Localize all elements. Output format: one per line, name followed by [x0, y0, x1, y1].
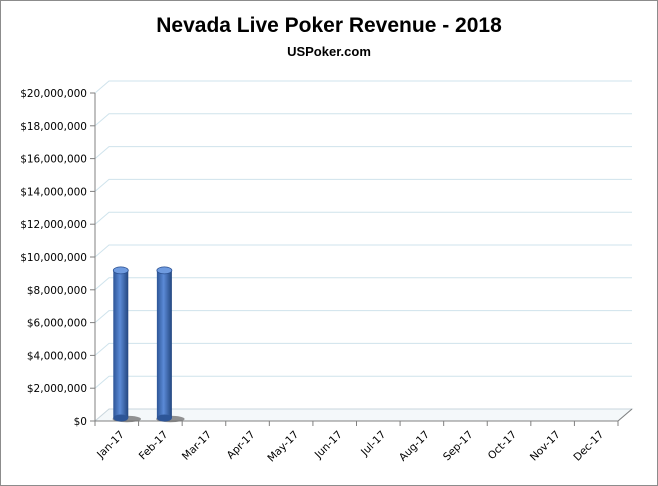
y-tick-label: $18,000,000 — [20, 121, 87, 133]
gridline — [94, 211, 632, 225]
x-tick-label: Sep-17 — [441, 429, 476, 464]
chart-subtitle: USPoker.com — [287, 44, 371, 59]
gridline — [94, 80, 632, 94]
y-tick-label: $14,000,000 — [20, 186, 87, 198]
bar-base — [156, 414, 172, 422]
axes — [90, 92, 633, 426]
gridline — [94, 146, 632, 159]
bar — [112, 266, 142, 423]
gridline — [94, 277, 632, 291]
gridline — [94, 310, 632, 323]
x-tick-label: Jan-17 — [94, 429, 127, 462]
x-tick-label: Apr-17 — [225, 429, 258, 462]
y-tick-label: $8,000,000 — [27, 285, 87, 297]
y-tick-label: $20,000,000 — [20, 88, 87, 100]
x-tick-label: May-17 — [265, 429, 301, 465]
chart-title: Nevada Live Poker Revenue - 2018 — [156, 14, 502, 37]
x-tick-label: Jul-17 — [358, 429, 388, 459]
x-tick-label: Jun-17 — [312, 429, 345, 462]
y-tick-label: $6,000,000 — [27, 318, 87, 330]
gridlines — [93, 80, 634, 422]
x-tick-label: Nov-17 — [528, 429, 563, 464]
gridline — [94, 342, 632, 356]
gridline — [94, 375, 632, 389]
y-axis-ticks: $0 $2,000,000 $4,000,000 $6,000,000 $8,000,0… — [20, 88, 87, 428]
bar-body — [156, 270, 172, 418]
bar-top — [112, 266, 129, 275]
x-tick-label: Aug-17 — [397, 429, 432, 464]
x-tick-label: Mar-17 — [180, 429, 214, 463]
x-tick-label: Dec-17 — [571, 429, 606, 464]
bar-base — [113, 414, 129, 422]
y-tick-label: $0 — [74, 416, 87, 428]
x-tick-label: Oct-17 — [486, 429, 519, 462]
y-tick-label: $4,000,000 — [27, 350, 87, 362]
x-tick-label: Feb-17 — [137, 429, 171, 463]
bar-top — [156, 266, 173, 275]
gridline — [94, 244, 632, 258]
y-tick-label: $12,000,000 — [20, 219, 87, 231]
y-tick-label: $10,000,000 — [20, 252, 87, 264]
x-axis-ticks: Jan-17 Feb-17 Mar-17 Apr-17 May-17 Jun-17 Jul-… — [94, 429, 606, 465]
bar-body — [113, 270, 129, 418]
gridline — [94, 178, 632, 192]
y-tick-label: $2,000,000 — [27, 383, 87, 395]
y-tick-label: $16,000,000 — [20, 154, 87, 166]
gridline — [94, 113, 632, 127]
bar — [156, 266, 185, 423]
bars — [112, 266, 185, 423]
floor-edge — [617, 408, 633, 422]
